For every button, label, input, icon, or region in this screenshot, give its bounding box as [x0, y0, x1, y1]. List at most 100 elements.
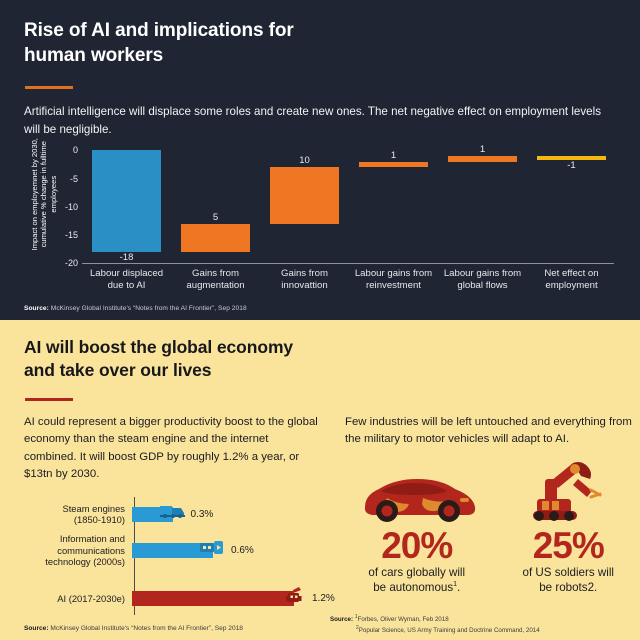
stat-block: 20% of cars globally will be autonomous1. — [345, 455, 489, 596]
productivity-bar-value: 0.3% — [190, 508, 214, 520]
productivity-bar-label: AI (2017-2030e) — [24, 593, 132, 604]
waterfall-y-tick: -10 — [64, 201, 78, 212]
label-line: AI (2017-2030e) — [57, 592, 125, 604]
stat-number: 20% — [381, 524, 453, 566]
panel2-left-column: AI could represent a bigger productivity… — [24, 414, 335, 616]
panel2-right-column: Few industries will be left untouched an… — [345, 414, 640, 615]
panel2-source-right-2: Popular Science, US Army Training and Do… — [358, 627, 540, 635]
panel2-columns: AI could represent a bigger productivity… — [24, 414, 632, 616]
robot-arm-icon — [497, 455, 640, 527]
waterfall-bar-value: -18 — [119, 252, 134, 264]
panel2-source-right-label: Source: — [330, 615, 354, 623]
footnote-marker-1: 1 — [354, 613, 358, 620]
productivity-bar-row: AI (2017-2030e) 1.2% — [24, 581, 335, 615]
productivity-boost-chart: Steam engines (1850-1910) 0.3% Information … — [24, 497, 335, 616]
panel1-title-line2: human workers — [24, 45, 164, 67]
panel1-source-text: McKinsey Global Institute's “Notes from … — [50, 305, 247, 312]
waterfall-bar — [447, 156, 518, 162]
panel2-title-line2: and take over our lives — [24, 360, 212, 381]
waterfall-x-tick-labels: Labour displaced due to AI Gains from aug… — [82, 268, 616, 310]
train-icon — [159, 504, 186, 524]
waterfall-bar-column: 1 — [438, 145, 527, 263]
train-icon — [159, 506, 185, 519]
waterfall-category-label: Gains from innovattion — [281, 268, 328, 292]
waterfall-category-label: Labour displaced due to AI — [89, 268, 164, 292]
panel1-title-line1: Rise of AI and implications for — [24, 20, 294, 41]
waterfall-category-label: Net effect on employment — [544, 268, 599, 292]
panel1-source: Source: McKinsey Global Institute's “Not… — [24, 305, 247, 312]
panel2-title-line1: AI will boost the global economy — [24, 337, 294, 357]
robot-icon — [285, 587, 307, 609]
autonomous-car-icon — [345, 455, 489, 527]
waterfall-bar-value: 10 — [299, 155, 310, 167]
waterfall-bar — [91, 150, 162, 253]
usb-icon — [200, 541, 223, 555]
waterfall-category-label: Labour gains from global flows — [443, 268, 522, 292]
productivity-bar: 0.3% — [132, 506, 213, 522]
productivity-bar-row: Steam engines (1850-1910) 0.3% — [24, 497, 319, 531]
panel2-title: AI will boost the global economy and tak… — [24, 336, 616, 383]
waterfall-y-tick: -5 — [69, 173, 78, 184]
productivity-bar: 1.2% — [132, 587, 335, 606]
panel2-source: Source: McKinsey Global Institute's “Not… — [24, 625, 243, 632]
waterfall-bar-column: 1 — [349, 150, 438, 263]
panel1-accent-rule — [25, 86, 73, 90]
panel2-source-text: McKinsey Global Institute's “Notes from … — [50, 625, 243, 632]
panel2-left-body: AI could represent a bigger productivity… — [24, 415, 318, 480]
stat-number: 25% — [532, 524, 605, 566]
stat-caption: of cars globally will be autonomous1. — [368, 566, 466, 595]
waterfall-bar-column: -1 — [527, 150, 616, 263]
panel2-right-body: Few industries will be left untouched an… — [345, 415, 632, 446]
productivity-bar-value: 0.6% — [231, 544, 254, 556]
waterfall-y-ticks: 0 -5 -10 -15 -20 — [54, 145, 78, 268]
productivity-bar-label: Steam engines (1850-1910) — [24, 503, 132, 526]
stat-caption-line2: be autonomous — [373, 581, 454, 595]
panel2-source-label: Source: — [24, 625, 49, 632]
stat-block: 25% of US soldiers will be robots2. — [497, 455, 640, 596]
panel-rise-of-ai: Rise of AI and implications for human wo… — [24, 18, 616, 312]
waterfall-bar-column: -18 — [82, 150, 171, 263]
stat-caption-line1: of US soldiers will — [522, 566, 615, 580]
productivity-bar-row: Information and communications technology … — [24, 533, 319, 567]
label-line: (1850-1910) — [73, 514, 125, 526]
waterfall-plot-area: -18 5 10 1 1 -1 — [82, 145, 616, 263]
label-line: technology (2000s) — [45, 555, 125, 567]
waterfall-bar-column: 10 — [260, 150, 349, 263]
productivity-bar-label: Information and communications technology … — [24, 533, 132, 567]
panel1-title: Rise of AI and implications for human wo… — [24, 18, 616, 68]
robot-arm-icon — [533, 461, 602, 521]
waterfall-bar-column: 5 — [171, 150, 260, 263]
waterfall-bar-value: 5 — [212, 211, 219, 223]
waterfall-bar-value: -1 — [567, 160, 576, 172]
panel1-source-label: Source: — [24, 305, 49, 312]
waterfall-category-label: Gains from augmentation — [186, 268, 245, 292]
waterfall-bar — [269, 167, 340, 224]
label-line: Information and — [59, 533, 125, 545]
waterfall-bar — [180, 223, 251, 253]
stat-caption-line2: be robots2. — [539, 581, 598, 595]
usb-icon — [200, 540, 226, 560]
waterfall-bar — [536, 156, 607, 161]
productivity-bar: 0.6% — [132, 541, 254, 558]
panel-ai-boost-economy: AI will boost the global economy and tak… — [0, 320, 640, 640]
panel2-accent-rule — [25, 397, 73, 401]
productivity-bar-value: 1.2% — [312, 592, 335, 604]
waterfall-category-label: Labour gains from reinvestment — [354, 268, 433, 292]
waterfall-y-tick: 0 — [72, 145, 78, 156]
waterfall-bar-value: 1 — [390, 149, 397, 161]
panel2-source-right-1: Forbes, Oliver Wyman, Feb 2018 — [357, 615, 449, 623]
footnote-marker-2: 2 — [356, 624, 359, 631]
stat-caption: of US soldiers will be robots2. — [497, 565, 640, 595]
stat-caption-line1: of cars globally will — [368, 566, 466, 580]
stat-footnote-marker: 1 — [453, 581, 458, 589]
waterfall-bar-value: 1 — [479, 144, 486, 156]
stat-group: 20% of cars globally will be autonomous1. … — [345, 455, 640, 596]
autonomous-car-icon — [364, 478, 475, 522]
robot-icon — [286, 587, 302, 603]
waterfall-bar — [358, 161, 429, 168]
panel1-lede: Artificial intelligence will displace so… — [24, 105, 601, 136]
waterfall-x-axis-line — [82, 263, 614, 265]
waterfall-y-tick: -15 — [64, 230, 78, 241]
label-line: Steam engines — [62, 502, 125, 514]
